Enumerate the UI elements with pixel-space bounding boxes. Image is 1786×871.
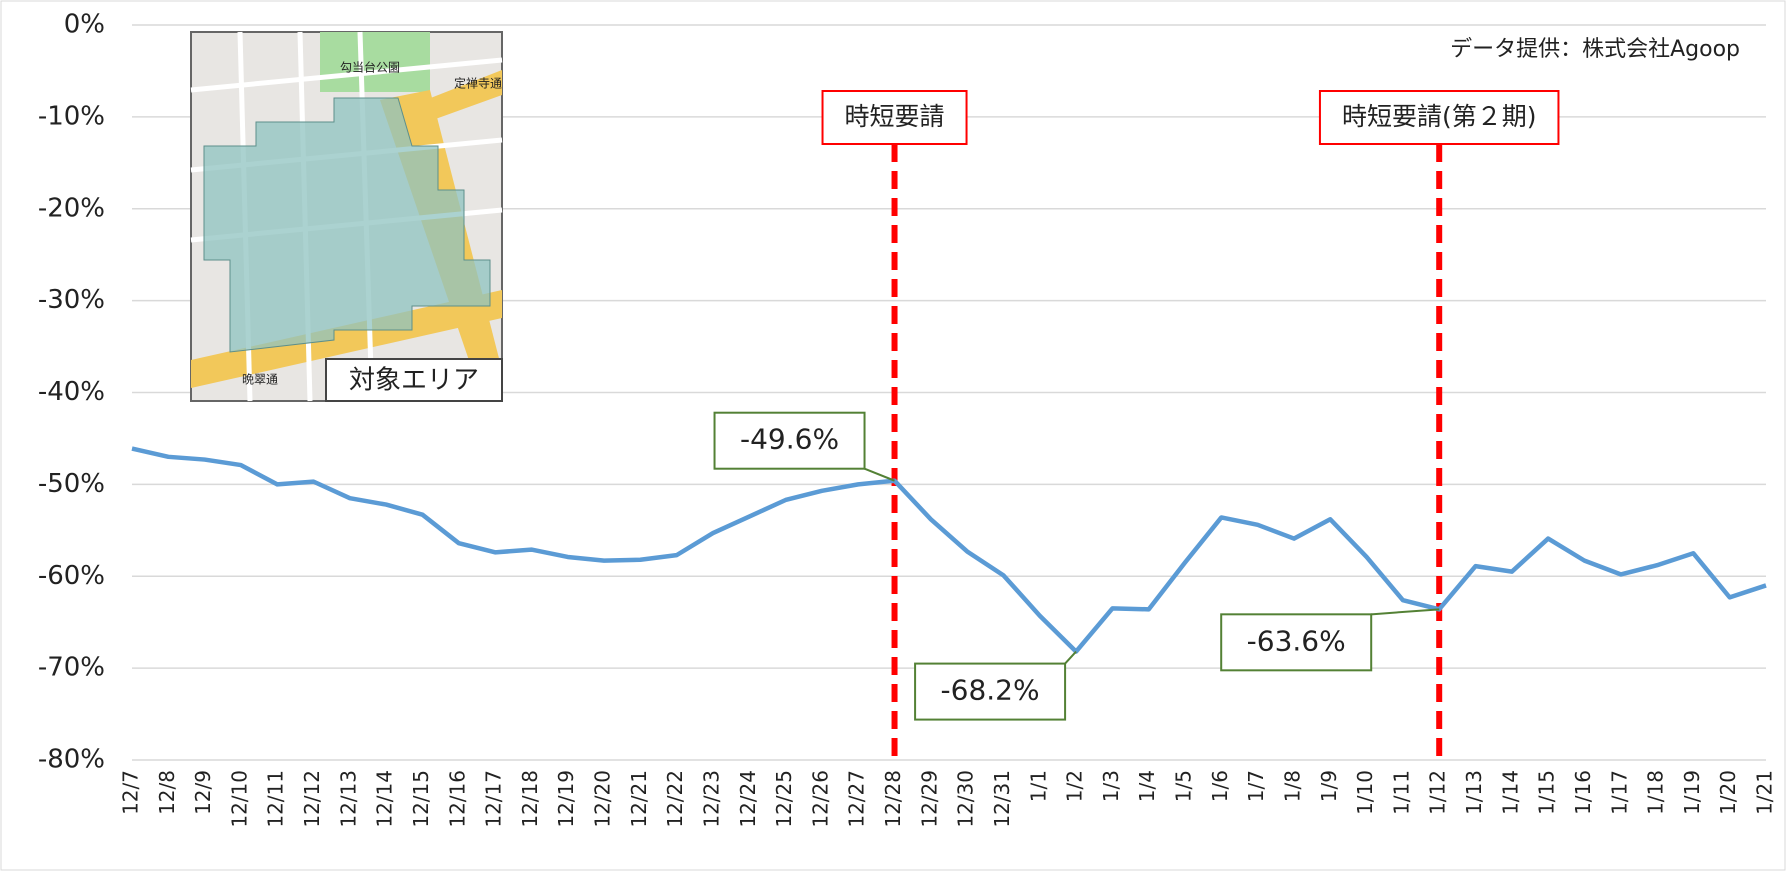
y-tick-label: -60%: [38, 561, 105, 591]
x-tick-label: 1/7: [1244, 770, 1268, 802]
data-label: -68.2%: [941, 674, 1040, 707]
x-tick-label: 12/9: [191, 770, 215, 815]
y-tick-label: -80%: [38, 745, 105, 775]
x-tick-label: 12/12: [300, 770, 324, 828]
x-tick-label: 12/18: [518, 770, 542, 828]
map-label: 勾当台公園: [340, 60, 400, 75]
x-tick-label: 1/3: [1099, 770, 1123, 802]
x-tick-label: 1/1: [1026, 770, 1050, 802]
x-tick-label: 1/5: [1172, 770, 1196, 802]
data-label: -63.6%: [1247, 624, 1346, 657]
event-label: 時短要請: [845, 102, 945, 131]
x-tick-label: 12/21: [627, 770, 651, 828]
y-tick-label: -30%: [38, 285, 105, 315]
source-note: データ提供：株式会社Agoop: [1450, 37, 1740, 62]
x-tick-label: 1/6: [1208, 770, 1232, 802]
data-label: -49.6%: [740, 423, 839, 456]
x-tick-label: 12/16: [445, 770, 469, 828]
x-tick-label: 12/15: [409, 770, 433, 828]
y-tick-label: -20%: [38, 193, 105, 223]
y-tick-label: -10%: [38, 101, 105, 131]
y-tick-label: -70%: [38, 653, 105, 683]
x-tick-label: 12/20: [591, 770, 615, 828]
x-tick-label: 1/12: [1426, 770, 1450, 815]
x-tick-label: 1/9: [1317, 770, 1341, 802]
event-label: 時短要請(第２期): [1342, 102, 1537, 131]
x-tick-label: 12/22: [663, 770, 687, 828]
x-tick-label: 12/7: [119, 770, 143, 815]
x-tick-label: 12/17: [482, 770, 506, 828]
x-tick-label: 1/4: [1135, 770, 1159, 802]
x-tick-label: 12/23: [699, 770, 723, 828]
map-label: 晩翠通: [242, 373, 278, 387]
x-tick-label: 12/10: [227, 770, 251, 828]
x-tick-label: 1/8: [1280, 770, 1304, 802]
x-tick-label: 12/28: [881, 770, 905, 828]
x-tick-label: 12/24: [736, 770, 760, 828]
x-tick-label: 12/31: [990, 770, 1014, 828]
x-tick-label: 12/25: [772, 770, 796, 828]
x-tick-label: 1/19: [1680, 770, 1704, 815]
x-tick-label: 12/30: [954, 770, 978, 828]
x-tick-label: 1/13: [1462, 770, 1486, 815]
x-tick-label: 12/29: [917, 770, 941, 828]
x-tick-label: 1/18: [1644, 770, 1668, 815]
x-tick-label: 1/15: [1535, 770, 1559, 815]
y-tick-label: 0%: [64, 10, 105, 40]
y-tick-label: -50%: [38, 469, 105, 499]
x-tick-label: 1/20: [1716, 770, 1740, 815]
x-tick-label: 12/19: [554, 770, 578, 828]
y-tick-label: -40%: [38, 377, 105, 407]
x-tick-label: 12/8: [155, 770, 179, 815]
x-tick-label: 1/14: [1498, 770, 1522, 815]
x-tick-label: 1/17: [1607, 770, 1631, 815]
x-tick-label: 1/10: [1353, 770, 1377, 815]
map-label: 定禅寺通: [454, 76, 502, 91]
inset-label: 対象エリア: [349, 366, 479, 396]
x-tick-label: 12/14: [373, 770, 397, 828]
x-tick-label: 1/21: [1753, 770, 1777, 815]
x-tick-label: 12/11: [264, 770, 288, 828]
x-tick-label: 12/27: [845, 770, 869, 828]
x-tick-label: 1/2: [1063, 770, 1087, 802]
x-tick-label: 12/13: [336, 770, 360, 828]
x-tick-label: 12/26: [808, 770, 832, 828]
x-tick-label: 1/16: [1571, 770, 1595, 815]
x-tick-label: 1/11: [1389, 770, 1413, 815]
chart: データ提供：株式会社Agoop 勾当台公園 定禅寺通 晩翠通 対象エリア 0% -…: [0, 0, 1786, 871]
inset-map: 勾当台公園 定禅寺通 晩翠通 対象エリア: [191, 32, 502, 401]
